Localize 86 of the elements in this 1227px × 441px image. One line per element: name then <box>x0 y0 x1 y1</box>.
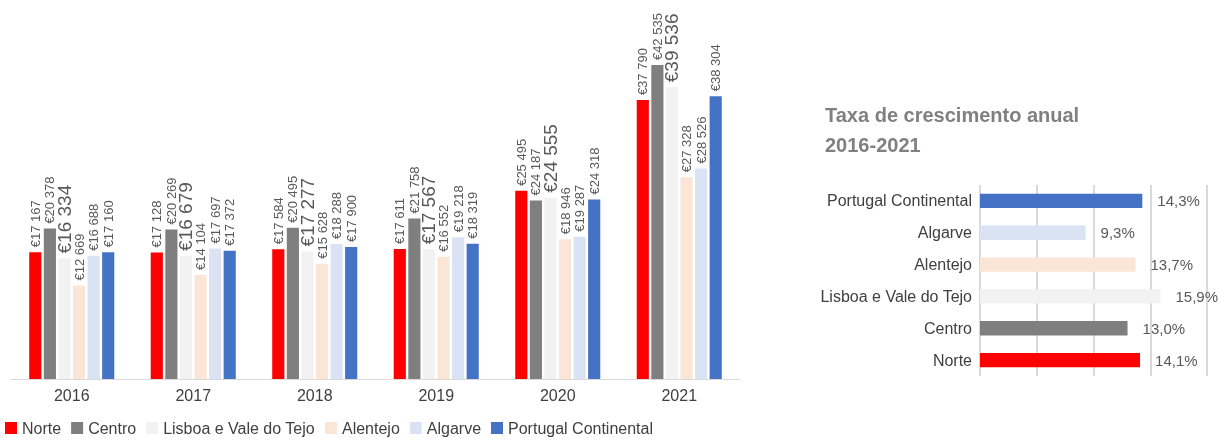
bar <box>58 258 71 379</box>
data-label: €28 526 <box>693 116 709 164</box>
bar <box>515 190 528 379</box>
data-label: €25 495 <box>513 138 529 186</box>
bar <box>680 177 693 379</box>
bar <box>272 249 285 379</box>
data-label: €16 688 <box>86 203 102 251</box>
data-label: €19 287 <box>572 184 588 232</box>
bar <box>102 252 115 379</box>
bar <box>437 256 450 379</box>
x-tick-label: 2020 <box>539 386 576 404</box>
legend-label: Centro <box>88 419 137 437</box>
bar <box>695 168 708 379</box>
bar <box>286 227 299 379</box>
data-label: 15,9% <box>1175 287 1219 305</box>
bar <box>72 285 86 379</box>
bar <box>330 244 343 379</box>
x-tick-label: 2016 <box>53 386 90 404</box>
bar <box>345 246 358 379</box>
data-label: €18 288 <box>329 192 345 240</box>
bar <box>165 229 178 379</box>
x-tick-label: 2019 <box>418 386 455 404</box>
legend-label: Lisboa e Vale do Tejo <box>163 419 315 437</box>
legend-label: Algarve <box>426 419 482 437</box>
bar <box>179 255 193 379</box>
bar <box>980 193 1143 209</box>
bar <box>588 199 601 379</box>
bar <box>209 248 222 379</box>
chart-title: Taxa de crescimento anual 2016-2021 <box>825 104 1080 156</box>
data-label: €17 611 <box>392 198 408 245</box>
bar <box>980 352 1141 368</box>
legend-label: Alentejo <box>341 419 400 437</box>
bar <box>194 274 207 379</box>
bar <box>150 252 163 379</box>
data-label: €17 584 <box>270 197 286 245</box>
bar <box>315 263 329 379</box>
bar <box>651 65 664 379</box>
y-tick-label: Alentejo <box>914 256 973 274</box>
bar <box>573 236 586 379</box>
data-label: 13,7% <box>1150 256 1194 274</box>
bar <box>636 100 649 379</box>
legend-label: Portugal Continental <box>508 419 654 437</box>
bar <box>980 289 1161 304</box>
data-label: €17 128 <box>149 200 165 248</box>
data-label: €37 790 <box>635 48 651 96</box>
data-label: €17 900 <box>343 194 359 242</box>
legend-label: Norte <box>22 419 62 437</box>
data-label: 13,0% <box>1142 319 1186 337</box>
data-label: €19 218 <box>450 185 466 233</box>
data-label: 14,1% <box>1155 351 1198 369</box>
bar <box>529 200 542 379</box>
data-label: €27 328 <box>679 125 695 173</box>
y-tick-label: Lisboa e Vale do Tejo <box>820 287 973 305</box>
data-label: €17 167 <box>27 200 43 248</box>
bar <box>980 321 1128 336</box>
data-label: 14,3% <box>1157 192 1200 210</box>
x-tick-label: 2021 <box>661 386 698 404</box>
bar <box>393 249 406 379</box>
bar <box>544 197 557 379</box>
bar <box>43 228 56 379</box>
y-tick-label: Norte <box>932 351 973 369</box>
bar <box>709 96 722 379</box>
data-label: €17 160 <box>100 200 116 248</box>
bar <box>29 252 42 379</box>
data-label: €24 318 <box>586 147 602 195</box>
data-label: €38 304 <box>708 44 724 92</box>
bar <box>558 239 572 379</box>
bar <box>452 237 465 379</box>
bar <box>980 225 1086 240</box>
x-tick-label: 2017 <box>175 386 212 404</box>
y-tick-label: Centro <box>923 319 973 337</box>
bar <box>408 218 421 379</box>
bar <box>980 257 1136 272</box>
x-tick-label: 2018 <box>296 386 333 404</box>
y-tick-label: Portugal Continental <box>827 192 972 210</box>
bar <box>87 255 100 379</box>
data-label: €18 319 <box>465 191 481 239</box>
bar <box>665 87 679 379</box>
data-label: 9,3% <box>1100 224 1135 242</box>
data-label: €17 372 <box>222 198 238 246</box>
bar <box>301 251 314 379</box>
bar <box>466 243 479 379</box>
data-label: €17 697 <box>207 196 223 244</box>
bar <box>422 249 436 379</box>
bar <box>223 250 236 379</box>
y-tick-label: Algarve <box>917 224 973 242</box>
